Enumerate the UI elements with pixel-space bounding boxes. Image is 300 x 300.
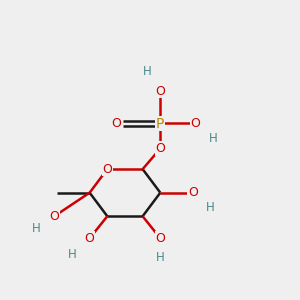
Text: O: O (155, 232, 165, 245)
Text: H: H (32, 221, 41, 235)
Text: O: O (191, 117, 201, 130)
Text: O: O (85, 232, 94, 245)
Text: O: O (188, 186, 198, 199)
Text: O: O (155, 142, 165, 155)
Text: H: H (209, 132, 218, 145)
Text: O: O (102, 163, 112, 176)
Text: H: H (206, 201, 215, 214)
Text: H: H (156, 251, 165, 264)
Text: O: O (111, 117, 121, 130)
Text: P: P (156, 116, 164, 130)
Text: O: O (155, 85, 165, 98)
Text: H: H (68, 248, 76, 261)
Text: O: O (50, 210, 59, 223)
Text: H: H (143, 65, 152, 79)
